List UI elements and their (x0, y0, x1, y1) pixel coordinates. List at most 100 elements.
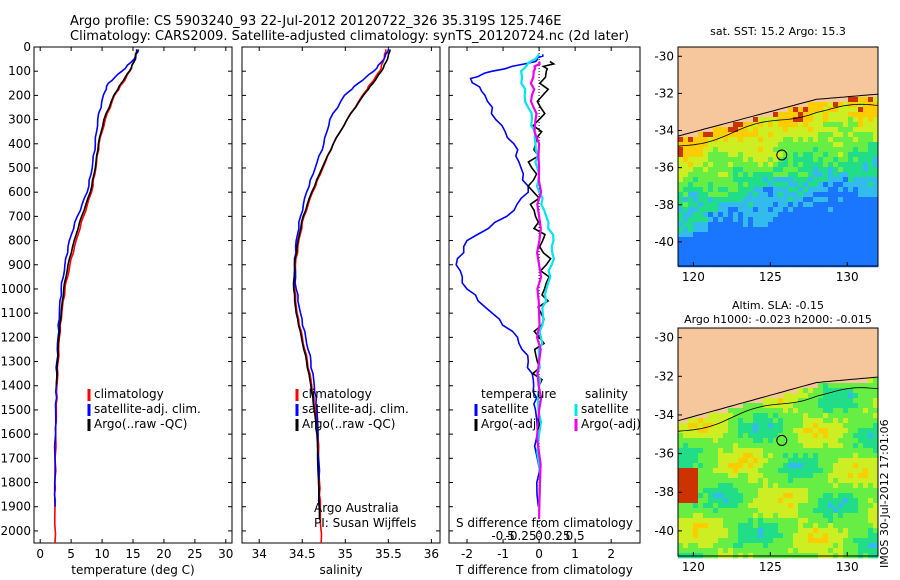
sst-map-cell (788, 187, 794, 193)
sla-map-cell (733, 343, 739, 349)
sla-map-cell (718, 488, 724, 494)
sla-map-cell (798, 398, 804, 404)
sla-map-cell (808, 458, 814, 464)
sst-map-cell (728, 237, 734, 243)
sla-map-cell (743, 523, 749, 529)
sla-map-cell (768, 343, 774, 349)
sst-map-cell (793, 257, 799, 263)
sla-map-cell (798, 478, 804, 484)
sst-map-cell (753, 152, 759, 158)
sla-map-cell (848, 398, 854, 404)
sst-map-cell (813, 132, 819, 138)
sla-map-cell (743, 498, 749, 504)
sst-map-cell (698, 67, 704, 73)
sla-map-cell (863, 528, 869, 534)
sla-map-cell (813, 403, 819, 409)
sst-map-cell (858, 82, 864, 88)
sst-map-cell (718, 82, 724, 88)
sla-map-cell (793, 488, 799, 494)
sst-map-cell (783, 172, 789, 178)
sst-map-cell (823, 57, 829, 63)
sla-map-cell (858, 393, 864, 399)
sla-map-cell (828, 478, 834, 484)
sla-map-cell (733, 478, 739, 484)
sst-map-cell (848, 107, 854, 113)
sla-map-cell (838, 333, 844, 339)
sla-map-cell (733, 538, 739, 544)
sst-map-cell (753, 227, 759, 233)
sst-map-cell (713, 152, 719, 158)
sla-map-cell (868, 498, 874, 504)
sla-map-cell (753, 328, 759, 334)
sst-map-cell (748, 167, 754, 173)
sla-map-cell (678, 363, 684, 369)
sla-map-cell (723, 448, 729, 454)
sla-map-cell (783, 343, 789, 349)
sst-map-cell (688, 207, 694, 213)
sst-map-cell (793, 137, 799, 143)
sst-map-cell (793, 87, 799, 93)
sla-map-cell (688, 438, 694, 444)
sst-map-cell (798, 167, 804, 173)
sla-map-cell (773, 423, 779, 429)
sla-map-cell (853, 358, 859, 364)
sst-map-cell (748, 232, 754, 238)
sst-map-cell (748, 87, 754, 93)
sla-map-cell (713, 503, 719, 509)
sst-map-cell (683, 217, 689, 223)
sst-map-cell (783, 252, 789, 258)
sla-map-cell (683, 513, 689, 519)
sla-map-cell (853, 378, 859, 384)
sla-map-cell (873, 528, 879, 534)
sla-map-cell (803, 478, 809, 484)
sla-map-cell (858, 473, 864, 479)
sst-map-cell (843, 77, 849, 83)
sst-map-cell (868, 232, 874, 238)
depth-tick-label: 1100 (0, 306, 31, 320)
sst-map-cell (753, 232, 759, 238)
sla-map-cell (683, 438, 689, 444)
sla-map-cell (778, 398, 784, 404)
sla-map-cell (833, 393, 839, 399)
sla-map-cell (743, 383, 749, 389)
sst-map-cell (803, 262, 809, 268)
sla-map-cell (843, 403, 849, 409)
sla-map-cell (723, 518, 729, 524)
sst-map-cell (863, 152, 869, 158)
sla-map-cell (838, 418, 844, 424)
sst-map-cell (823, 107, 829, 113)
sla-map-cell (813, 503, 819, 509)
sst-map-cell (733, 72, 739, 78)
sla-map-cell (873, 443, 879, 449)
sst-map-title: sat. SST: 15.2 Argo: 15.3 (710, 25, 846, 38)
sla-map-cell (788, 408, 794, 414)
sst-map-cell (683, 92, 689, 98)
sla-map-cell (873, 398, 879, 404)
sla-map-cell (763, 468, 769, 474)
sst-map-cell (788, 202, 794, 208)
sla-map-cell (758, 408, 764, 414)
sst-map-cell (748, 212, 754, 218)
sst-map-cell (833, 222, 839, 228)
sla-map-cell (853, 353, 859, 359)
sst-map-cell (848, 262, 854, 268)
sla-map-cell (743, 483, 749, 489)
sla-map-cell (738, 438, 744, 444)
sst-map-cell (803, 192, 809, 198)
sla-map-cell (698, 463, 704, 469)
sst-map-cell (713, 87, 719, 93)
sla-map-cell (693, 378, 699, 384)
sla-map-cell (733, 333, 739, 339)
sla-map-cell (708, 483, 714, 489)
sla-map-cell (798, 393, 804, 399)
sst-map-cell (823, 92, 829, 98)
sla-map-cell (853, 328, 859, 334)
sla-map-cell (868, 393, 874, 399)
sst-map-cell (688, 87, 694, 93)
sla-map-cell (678, 463, 684, 469)
sla-map-cell (793, 428, 799, 434)
sla-map-cell (818, 508, 824, 514)
sst-map-cell (808, 142, 814, 148)
sst-map-cell (763, 147, 769, 153)
sla-map-cell (873, 358, 879, 364)
